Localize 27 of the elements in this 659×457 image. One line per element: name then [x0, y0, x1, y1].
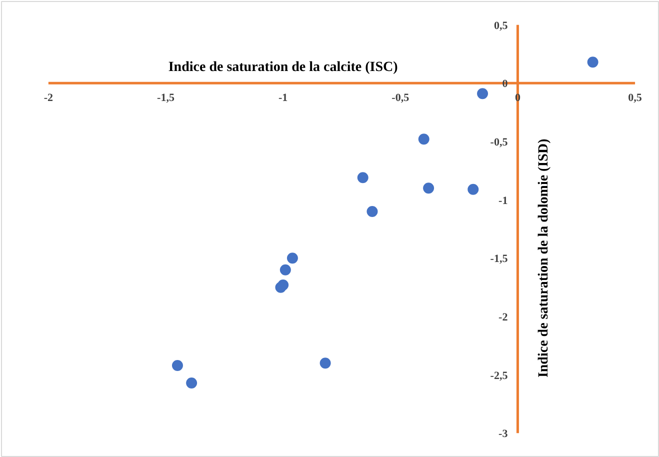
x-tick-label: -1 [278, 92, 288, 104]
point [186, 378, 198, 388]
y-tick-label: -2 [498, 312, 508, 324]
x-tick-label: -1,5 [157, 92, 175, 104]
point [280, 264, 291, 276]
point [423, 182, 434, 194]
x-tick-label: -0,5 [392, 92, 410, 104]
point [477, 88, 488, 100]
y-tick-label: -2,5 [490, 370, 508, 382]
y-tick-label: -1 [498, 194, 508, 207]
point [587, 56, 598, 68]
x-tick-label: 0,5 [628, 92, 642, 104]
point [468, 184, 479, 195]
point [320, 358, 331, 369]
y-tick-label: -1,5 [490, 253, 508, 266]
point [366, 206, 378, 217]
point [275, 282, 286, 293]
point [286, 252, 298, 264]
point [172, 360, 183, 371]
y-axis-title: Indice de saturation de la dolomie (ISD) [536, 138, 552, 378]
point [418, 134, 430, 145]
y-tick-label: 0,5 [494, 20, 508, 32]
point [357, 172, 368, 184]
x-tick-label: -2 [44, 92, 54, 104]
y-tick-label: -3 [498, 428, 508, 440]
x-axis-title: Indice de saturation de la calcite (ISC) [168, 60, 398, 76]
y-tick-label: -0,5 [490, 136, 508, 148]
